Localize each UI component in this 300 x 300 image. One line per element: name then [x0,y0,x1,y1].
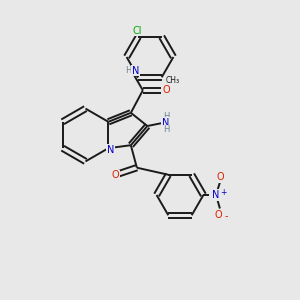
Text: +: + [220,188,226,197]
Text: Cl: Cl [132,26,142,36]
Text: CH₃: CH₃ [165,76,179,85]
Text: H: H [163,125,170,134]
Text: O: O [162,85,170,95]
Text: N: N [212,190,220,200]
Text: -: - [225,211,228,221]
Text: O: O [112,170,119,180]
Text: H: H [163,112,170,121]
Text: N: N [162,118,169,128]
Text: O: O [216,172,224,182]
Text: H: H [126,66,132,75]
Text: N: N [107,145,115,155]
Text: O: O [214,210,222,220]
Text: N: N [132,66,139,76]
